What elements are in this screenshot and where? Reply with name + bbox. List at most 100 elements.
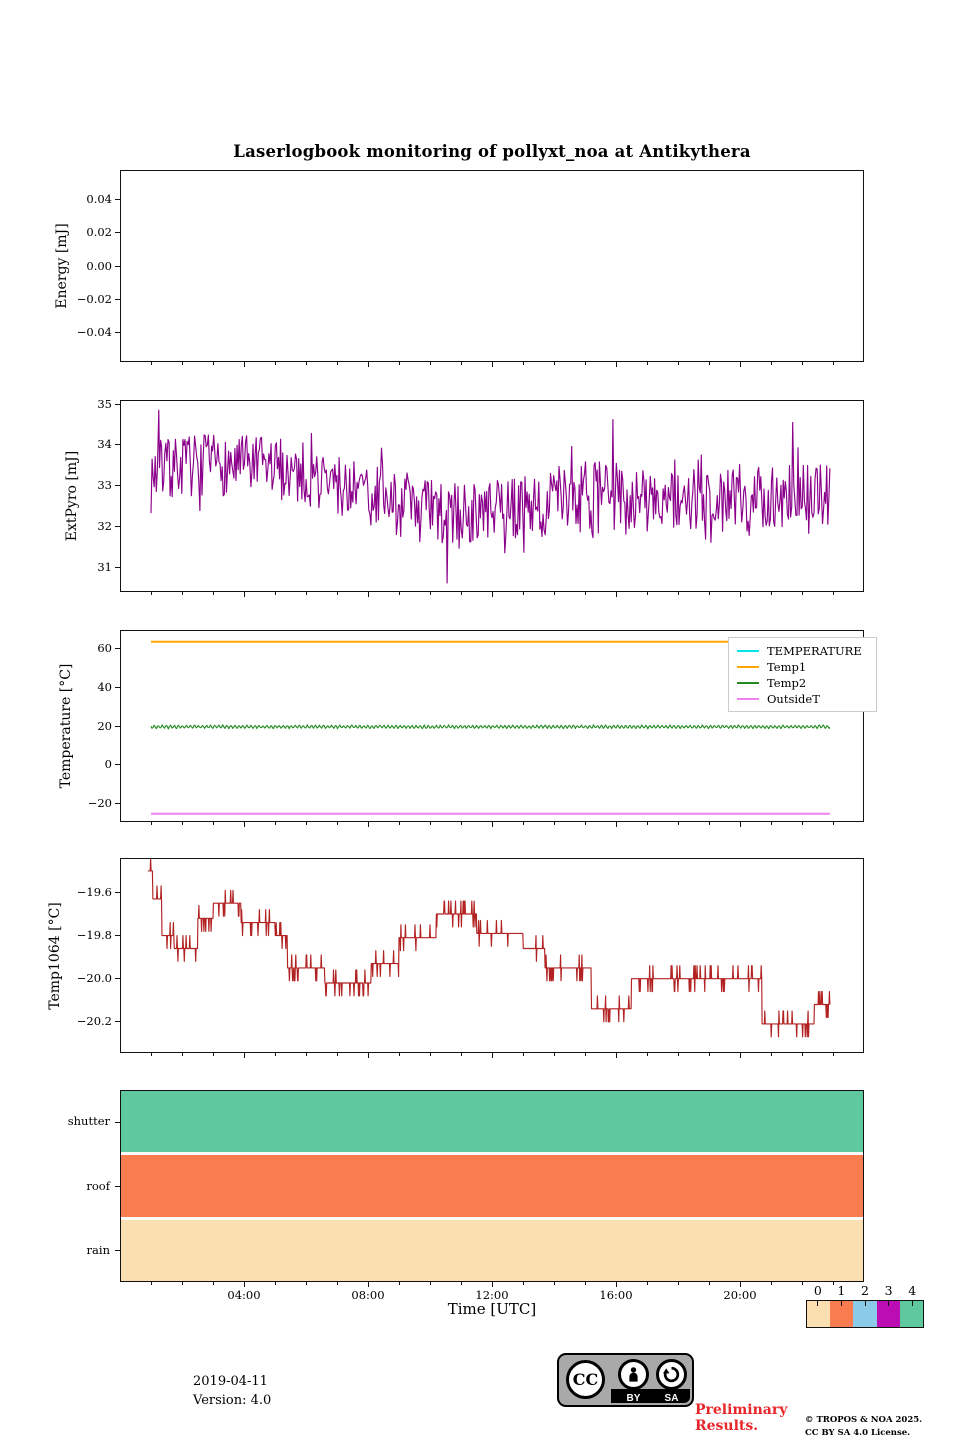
cc-logo-text: CC [572, 1370, 599, 1389]
y-tick [115, 403, 120, 405]
colorbar-tick [911, 1301, 913, 1306]
colorbar-segment-2 [853, 1301, 877, 1327]
x-minor-tick [770, 592, 772, 595]
x-minor-tick [584, 1053, 586, 1056]
y-tick-label: −19.8 [76, 928, 112, 943]
x-minor-tick [832, 362, 834, 365]
x-minor-tick [677, 592, 679, 595]
y-tick [115, 199, 120, 201]
x-tick [243, 592, 245, 597]
y-tick-label: −20.2 [76, 1014, 112, 1029]
x-minor-tick [181, 822, 183, 825]
x-tick [491, 822, 493, 827]
x-minor-tick [274, 1053, 276, 1056]
x-minor-tick [429, 592, 431, 595]
colorbar-tick-label: 0 [813, 1283, 822, 1298]
x-minor-tick [801, 1053, 803, 1056]
y-axis-label: Temperature [°C] [58, 663, 74, 789]
x-minor-tick [522, 822, 524, 825]
x-minor-tick [832, 1053, 834, 1056]
person-icon [629, 1367, 638, 1382]
x-minor-tick [336, 592, 338, 595]
y-tick [115, 764, 120, 766]
status-band-roof [121, 1155, 863, 1217]
x-minor-tick [646, 1053, 648, 1056]
x-minor-tick [460, 1053, 462, 1056]
x-minor-tick [553, 592, 555, 595]
x-minor-tick [305, 592, 307, 595]
subplot-energy [120, 170, 864, 362]
x-minor-tick [584, 592, 586, 595]
y-tick [115, 1186, 120, 1187]
cc-sa-label: SA [664, 1393, 679, 1404]
subplot-temp1064 [120, 858, 864, 1053]
x-tick [615, 1053, 617, 1058]
x-tick [243, 822, 245, 827]
cc-logo-icon: CC [566, 1360, 605, 1399]
x-minor-tick [274, 592, 276, 595]
y-tick-label: −20 [87, 795, 112, 810]
y-tick [115, 1121, 120, 1123]
y-tick [115, 891, 120, 893]
series-line-temp2 [150, 724, 831, 730]
legend-label: OutsideT [767, 692, 820, 706]
x-tick [739, 362, 741, 367]
preliminary-line2: Results. [695, 1418, 759, 1435]
series-line-temp1064 [147, 859, 831, 1038]
copyright-text: © TROPOS & NOA 2025. CC BY SA 4.0 Licens… [805, 1414, 922, 1440]
x-tick-label: 16:00 [599, 1288, 633, 1302]
y-tick-label: 0 [104, 757, 112, 772]
subplot-extpyro [120, 400, 864, 592]
x-minor-tick [460, 822, 462, 825]
legend: TEMPERATURE Temp1 Temp2 OutsideT [728, 637, 877, 712]
series-plot-area [150, 409, 831, 584]
x-minor-tick [801, 822, 803, 825]
x-minor-tick [429, 362, 431, 365]
x-minor-tick [460, 592, 462, 595]
x-minor-tick [832, 592, 834, 595]
x-tick [491, 592, 493, 597]
x-minor-tick [305, 1053, 307, 1056]
x-minor-tick [181, 1053, 183, 1056]
x-minor-tick [274, 362, 276, 365]
colorbar-tick [840, 1301, 842, 1306]
time-axis-label: Time [UTC] [447, 1300, 537, 1318]
x-tick [243, 1053, 245, 1058]
x-minor-tick [770, 822, 772, 825]
x-minor-tick [212, 362, 214, 365]
x-tick-label: 12:00 [475, 1288, 509, 1302]
x-minor-tick [336, 1053, 338, 1056]
x-tick [739, 592, 741, 597]
y-tick [115, 485, 120, 487]
y-axis-label: Energy [mJ] [54, 223, 70, 309]
x-minor-tick [150, 1053, 152, 1056]
x-minor-tick [522, 592, 524, 595]
colorbar [806, 1300, 924, 1328]
y-tick-label: −0.02 [76, 291, 112, 306]
x-minor-tick [305, 1282, 307, 1285]
x-minor-tick [150, 592, 152, 595]
series-plot-area [121, 171, 863, 361]
y-tick [115, 444, 120, 446]
x-tick-label: 20:00 [723, 1288, 757, 1302]
legend-swatch [737, 649, 759, 653]
y-tick [115, 1021, 120, 1023]
y-tick [115, 978, 120, 980]
x-minor-tick [398, 822, 400, 825]
preliminary-line1: Preliminary [695, 1402, 788, 1418]
y-tick [115, 1250, 120, 1252]
series-line-extpyro [150, 409, 831, 584]
x-minor-tick [181, 1282, 183, 1285]
colorbar-tick [864, 1301, 866, 1306]
x-tick [739, 1053, 741, 1058]
y-tick-label: 0.04 [86, 192, 112, 207]
y-tick-label: 0.00 [86, 258, 112, 273]
x-tick [367, 822, 369, 827]
colorbar-tick-label: 1 [837, 1283, 846, 1298]
x-minor-tick [553, 1053, 555, 1056]
x-minor-tick [522, 1282, 524, 1285]
colorbar-tick-label: 3 [884, 1283, 893, 1298]
x-minor-tick [832, 822, 834, 825]
x-tick [615, 592, 617, 597]
x-minor-tick [584, 1282, 586, 1285]
